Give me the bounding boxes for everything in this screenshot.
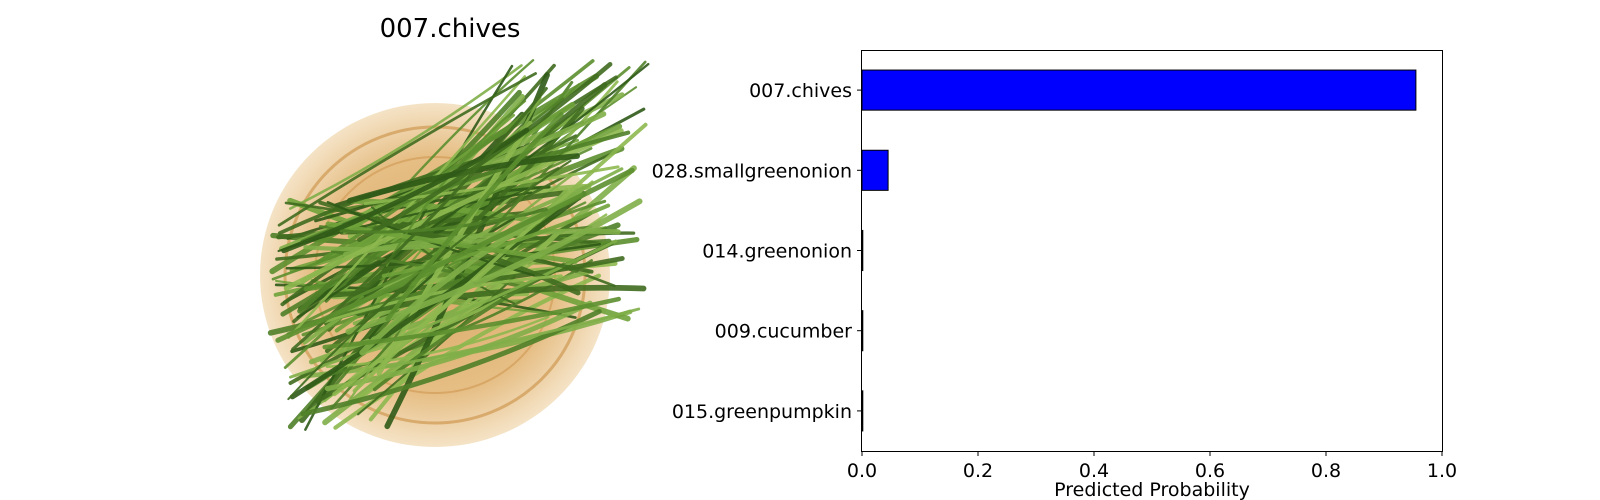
chive-blades — [267, 59, 650, 431]
image-title: 007.chives — [379, 14, 521, 44]
bar-015.greenpumpkin — [861, 390, 864, 432]
x-axis-label: Predicted Probability — [1054, 479, 1250, 500]
category-label: 009.cucumber — [715, 321, 853, 343]
category-label: 007.chives — [749, 80, 852, 102]
x-tick-label: 0.2 — [963, 460, 993, 482]
x-tick-label: 0.4 — [1079, 460, 1109, 482]
category-label: 028.smallgreenonion — [652, 160, 852, 182]
bar-028.smallgreenonion — [861, 149, 889, 191]
category-label: 015.greenpumpkin — [672, 401, 852, 423]
x-tick-label: 1.0 — [1427, 460, 1457, 482]
chives-photo — [260, 59, 650, 447]
category-label: 014.greenonion — [702, 241, 852, 263]
x-tick-label: 0.6 — [1195, 460, 1225, 482]
bar-009.cucumber — [861, 310, 864, 352]
x-tick-label: 0.0 — [847, 460, 877, 482]
bar-014.greenonion — [861, 229, 864, 272]
bars-layer — [861, 69, 1417, 432]
x-axis-ticks: 0.0 0.2 0.4 0.6 0.8 1.0 — [847, 451, 1457, 482]
x-tick-label: 0.8 — [1311, 460, 1341, 482]
bar-007.chives — [861, 69, 1417, 111]
category-labels: 007.chives 028.smallgreenonion 014.greenon… — [652, 80, 862, 423]
